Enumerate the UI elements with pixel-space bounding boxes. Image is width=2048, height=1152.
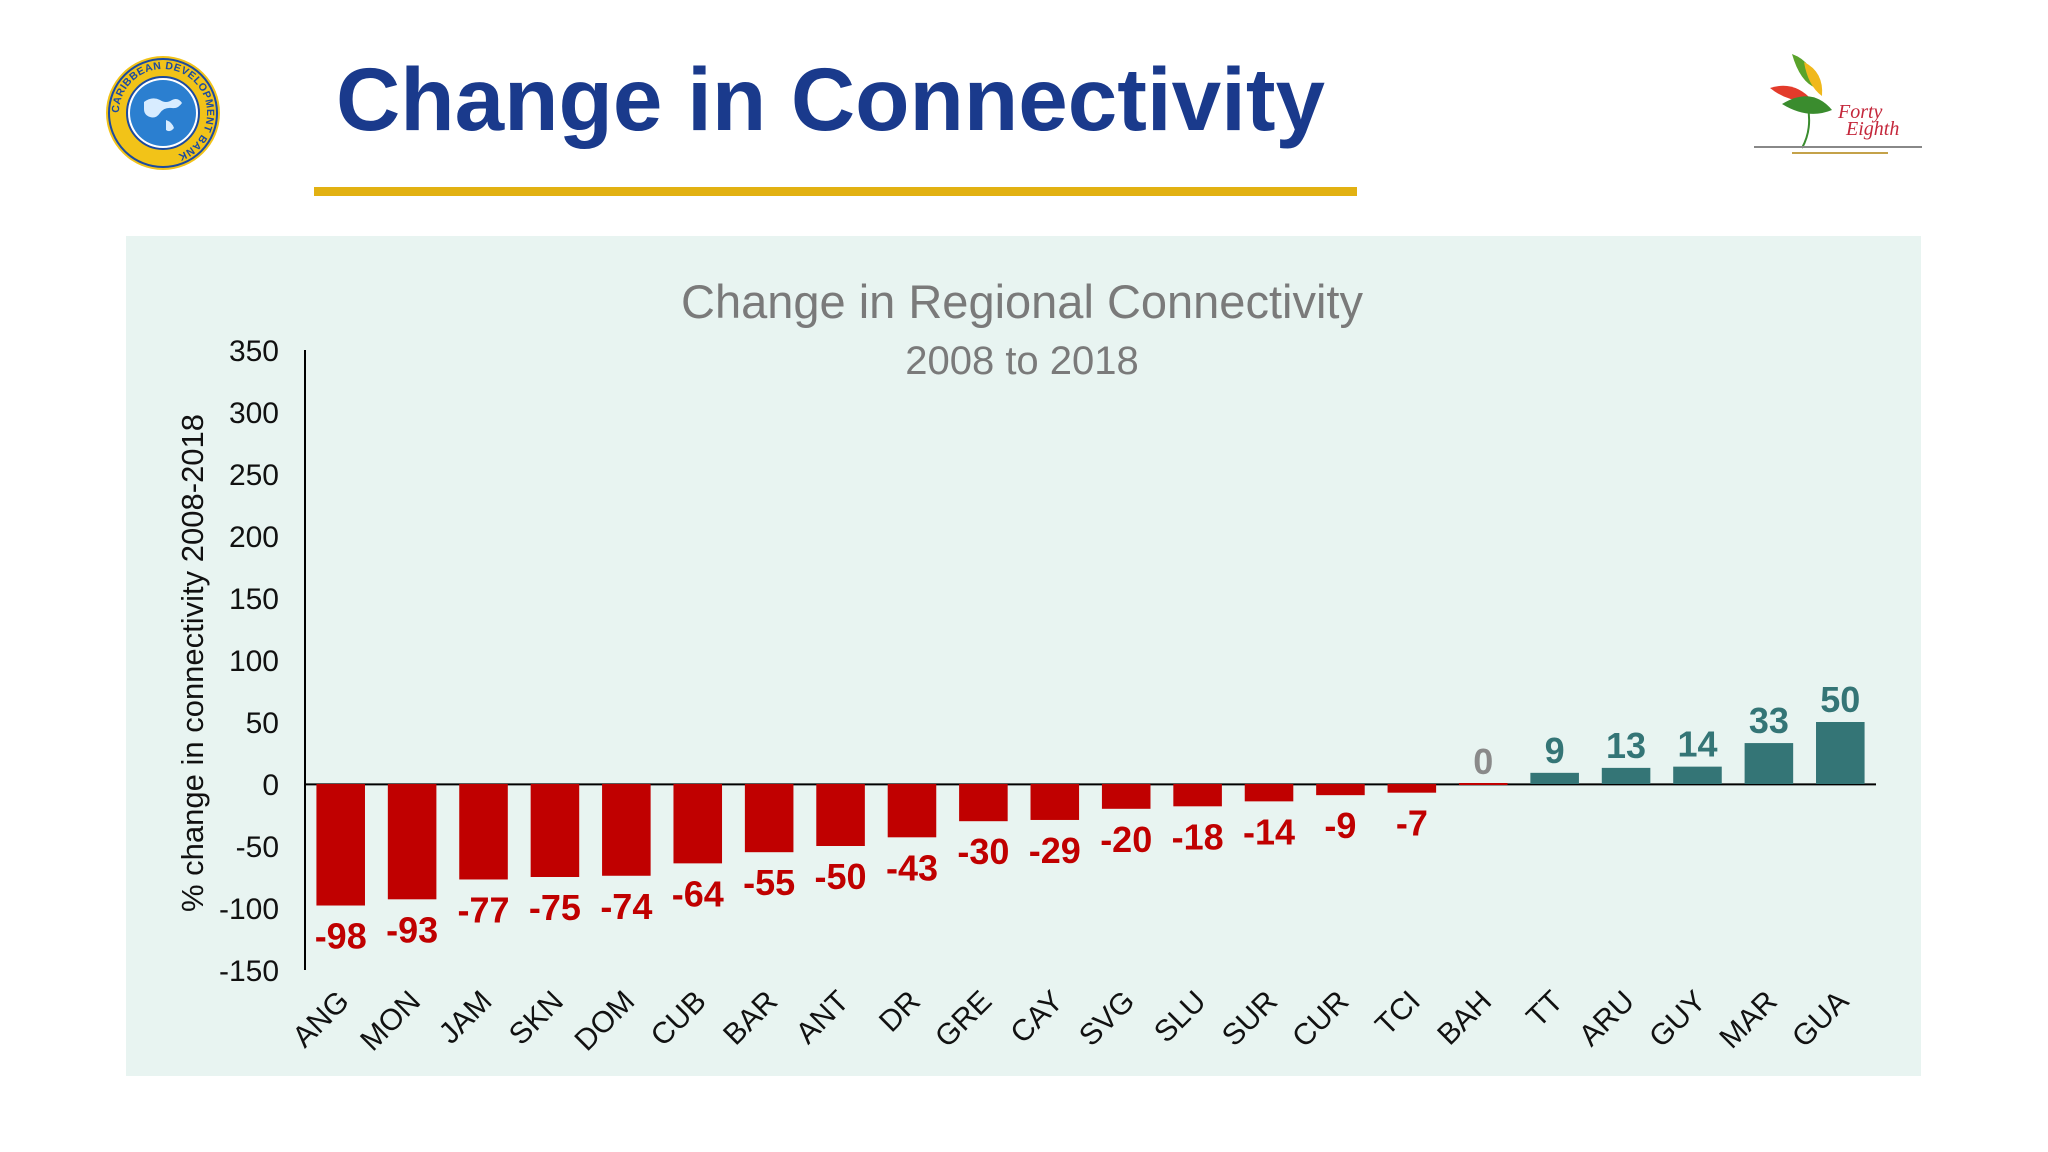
- x-tick-label: SUR: [1216, 985, 1284, 1053]
- bar-slu: [1173, 784, 1222, 807]
- bar-guy: [1673, 766, 1722, 784]
- bar-cay: [1030, 784, 1080, 820]
- data-label: -20: [1100, 819, 1152, 860]
- bar-jam: [459, 784, 508, 880]
- x-tick-label: DR: [873, 985, 927, 1039]
- bar-dom: [602, 784, 651, 876]
- annual-meeting-logo: Forty Eighth: [1752, 48, 1932, 166]
- bars: [316, 722, 1865, 906]
- data-label: -55: [743, 862, 795, 903]
- x-tick-label: SKN: [503, 985, 570, 1052]
- bar-gua: [1816, 722, 1865, 784]
- bar-ant: [816, 784, 865, 846]
- value-labels: -98 -93 -77 -75 -74 -64 -55 -50 -43 -30 -29 -20 -18-…: [315, 679, 1861, 957]
- x-tick-label: ANT: [790, 985, 856, 1051]
- y-axis-label: % change in connectivity 2008-2018: [175, 414, 210, 912]
- y-tick-label: 100: [229, 645, 279, 678]
- data-label: -7: [1396, 803, 1428, 844]
- bar-ang: [316, 784, 365, 906]
- chart-title: Change in Regional Connectivity: [681, 275, 1363, 328]
- y-tick-label: -100: [219, 893, 279, 926]
- title-underline: [314, 187, 1357, 196]
- bar-gre: [959, 784, 1008, 822]
- x-tick-label: BAR: [717, 985, 784, 1052]
- x-tick-label: BAH: [1431, 985, 1498, 1052]
- data-label: -64: [672, 873, 724, 914]
- bar-aru: [1601, 767, 1651, 784]
- chart-panel: [126, 236, 1921, 1076]
- bar-svg: [1101, 784, 1151, 809]
- bar-sur: [1244, 784, 1294, 802]
- x-tick-label: SVG: [1073, 985, 1141, 1053]
- y-tick-label: 50: [246, 707, 279, 740]
- bar-cur: [1316, 784, 1365, 796]
- data-label: 0: [1473, 741, 1493, 782]
- cdb-logo: CARIBBEAN DEVELOPMENT BANK: [104, 54, 222, 172]
- data-label: -74: [600, 886, 652, 927]
- bar-mon: [387, 784, 437, 900]
- chart-subtitle: 2008 to 2018: [905, 339, 1139, 383]
- bar-tci: [1387, 784, 1437, 793]
- data-label: -77: [458, 889, 510, 930]
- data-label: 9: [1545, 730, 1565, 771]
- data-label: 14: [1677, 724, 1717, 765]
- y-tick-label: 250: [229, 459, 279, 492]
- y-tick-label: 0: [262, 769, 279, 802]
- dove-icon: Forty Eighth: [1754, 54, 1922, 154]
- y-tick-label: 200: [229, 521, 279, 554]
- x-tick-label: MAR: [1713, 985, 1783, 1055]
- data-label: 13: [1606, 725, 1646, 766]
- data-label: -75: [529, 887, 581, 928]
- x-tick-label: CUR: [1286, 985, 1355, 1054]
- x-tick-label: JAM: [433, 985, 499, 1051]
- logo-text-forty: Forty: [1837, 101, 1883, 123]
- x-tick-label: GUA: [1786, 985, 1855, 1054]
- y-tick-label: 150: [229, 583, 279, 616]
- bar-tt: [1530, 772, 1579, 784]
- x-tick-label: MON: [354, 985, 427, 1058]
- bar-bah: [1458, 783, 1508, 785]
- data-label: 50: [1820, 679, 1860, 720]
- data-label: -43: [886, 847, 938, 888]
- x-tick-label: TT: [1520, 985, 1569, 1034]
- y-tick-label: 300: [229, 397, 279, 430]
- bar-mar: [1744, 743, 1794, 784]
- x-tick-label: GUY: [1643, 985, 1712, 1054]
- data-label: 33: [1749, 700, 1789, 741]
- x-tick-label: CUB: [645, 985, 713, 1053]
- data-label: -29: [1029, 830, 1081, 871]
- data-label: -30: [957, 831, 1009, 872]
- x-tick-label: GRE: [929, 985, 998, 1054]
- data-label: -18: [1172, 816, 1224, 857]
- data-label: -50: [815, 856, 867, 897]
- x-tick-label: DOM: [568, 985, 641, 1058]
- logo-text-eighth: Eighth: [1845, 118, 1899, 140]
- slide-title: Change in Connectivity: [336, 49, 1325, 149]
- data-label: -9: [1324, 805, 1356, 846]
- x-tick-label: CAY: [1004, 985, 1069, 1050]
- y-tick-label: -50: [236, 831, 279, 864]
- x-tick-label: SLU: [1148, 985, 1213, 1050]
- data-label: -98: [315, 916, 367, 957]
- y-tick-label: 350: [229, 335, 279, 368]
- bar-bar: [744, 784, 794, 853]
- data-label: -14: [1243, 811, 1295, 852]
- data-label: -93: [386, 909, 438, 950]
- cdb-logo-icon: CARIBBEAN DEVELOPMENT BANK: [106, 56, 220, 170]
- y-tick-label: -150: [219, 955, 279, 988]
- bar-skn: [530, 784, 580, 877]
- bar-dr: [887, 784, 937, 838]
- x-tick-label: TCI: [1369, 985, 1427, 1043]
- y-ticks: 350 300 250 200 150 100 50 0 -50 -100 -150: [219, 335, 279, 988]
- x-tick-label: ARU: [1573, 985, 1641, 1053]
- x-tick-label: ANG: [286, 985, 355, 1054]
- bar-cub: [673, 784, 723, 864]
